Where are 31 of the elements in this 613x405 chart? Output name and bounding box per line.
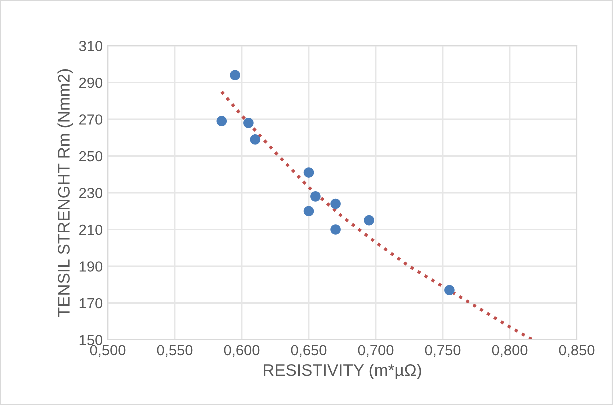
point bbox=[304, 206, 314, 217]
line-series bbox=[220, 90, 534, 340]
point bbox=[250, 134, 261, 145]
x-tick-label: 0,750 bbox=[425, 345, 461, 358]
point bbox=[444, 285, 455, 296]
y-tick-label: 250 bbox=[80, 151, 103, 162]
point bbox=[310, 192, 321, 202]
y-tick-label: 290 bbox=[80, 78, 103, 88]
point bbox=[216, 116, 228, 126]
x-tick-label: 0,650 bbox=[291, 345, 327, 358]
y-tick-label: 270 bbox=[80, 114, 103, 125]
y-tick-label: 230 bbox=[80, 188, 103, 198]
point bbox=[244, 118, 254, 128]
y-tick-label: 310 bbox=[79, 41, 103, 52]
x-tick-label: 0,600 bbox=[224, 345, 260, 358]
point bbox=[330, 224, 341, 235]
x-tick-label: 0,700 bbox=[358, 345, 394, 358]
x-tick-label: 0,500 bbox=[90, 345, 126, 358]
x-tick-label: 0,850 bbox=[559, 345, 595, 358]
point bbox=[304, 168, 314, 178]
point bbox=[230, 70, 240, 81]
x-tick-label: 0,550 bbox=[157, 345, 193, 358]
y-tick-label: 150 bbox=[80, 335, 103, 346]
y-axis-title: TENSIL STRENGHT Rm (Nmm2) bbox=[58, 69, 74, 318]
y-tick-label: 170 bbox=[80, 298, 103, 309]
point bbox=[364, 215, 374, 226]
x-axis-title: RESISTIVITY (m*µΩ) bbox=[264, 364, 422, 380]
x-tick-label: 0,800 bbox=[492, 345, 528, 358]
y-tick-label: 210 bbox=[80, 224, 103, 236]
point bbox=[330, 198, 341, 210]
y-tick-label: 190 bbox=[80, 262, 103, 272]
